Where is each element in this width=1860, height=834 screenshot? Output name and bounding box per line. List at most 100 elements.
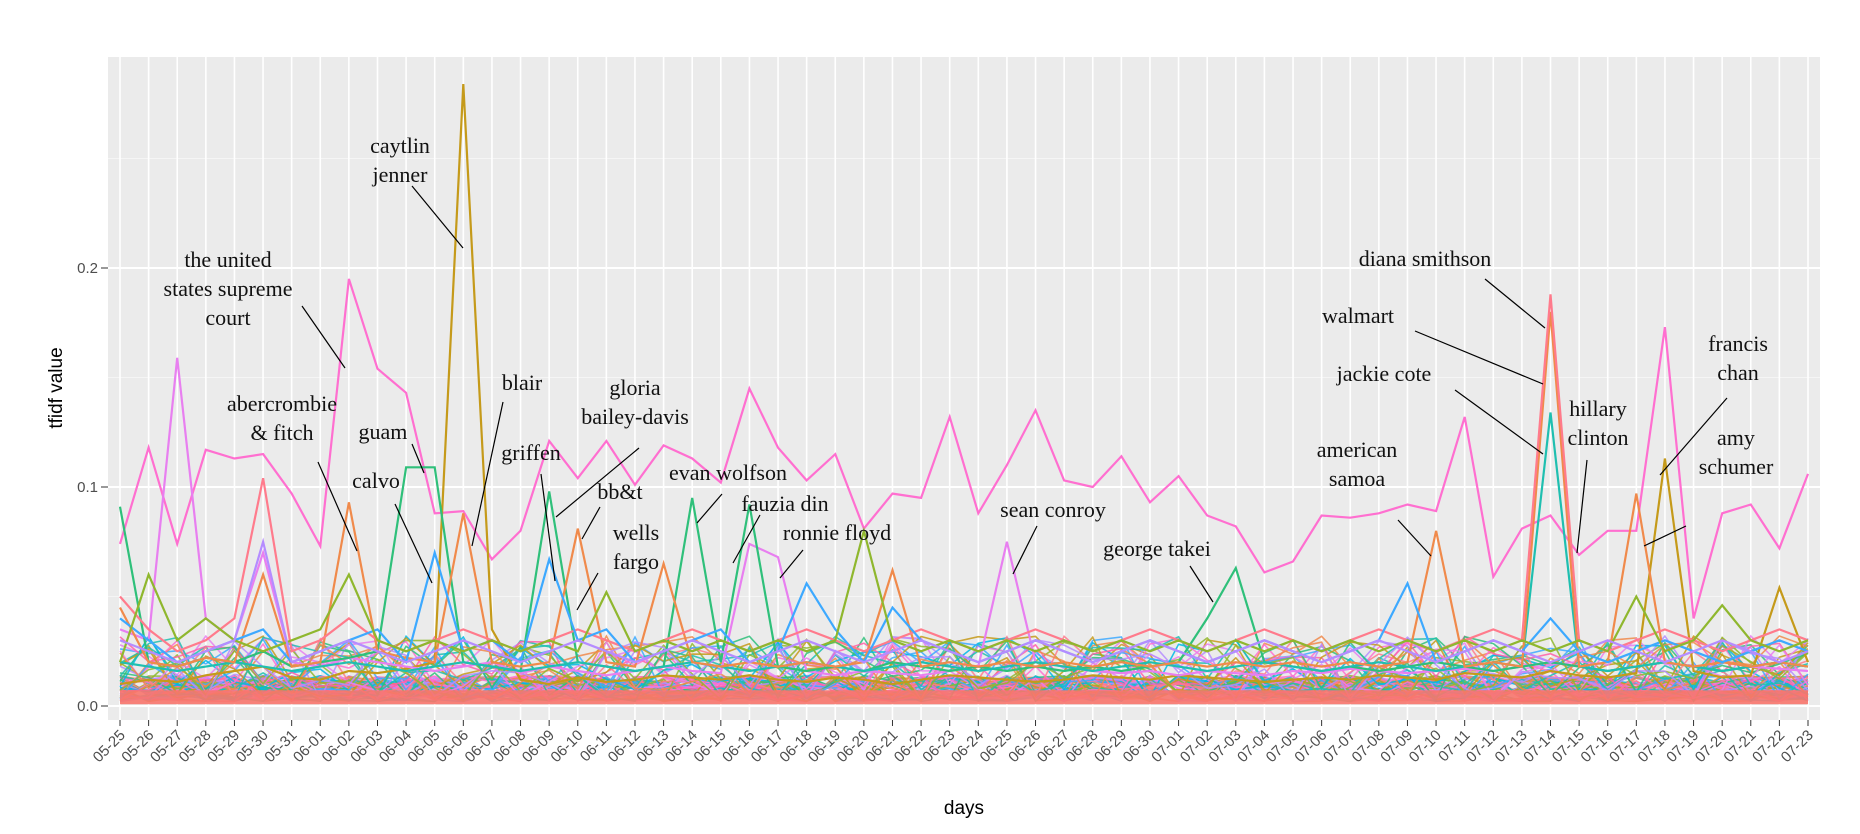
annotation-label: jackie cote — [1336, 361, 1432, 386]
annotation-leader — [301, 305, 346, 369]
annotation-line: wells — [613, 520, 659, 545]
series-line-4 — [119, 412, 1809, 673]
annotation-label: abercrombie & fitch — [227, 391, 337, 445]
annotation-line: fargo — [613, 549, 659, 574]
x-tick-label: 05-29 — [204, 727, 243, 766]
annotation-label: caytlin jenner — [370, 133, 430, 187]
annotation-leader — [411, 185, 464, 249]
annotation-label: evan wolfson — [669, 460, 787, 485]
annotation-label: gloria bailey-davis — [581, 375, 689, 429]
x-tick-label: 06-10 — [547, 727, 586, 766]
x-tick-label: 06-30 — [1120, 727, 1159, 766]
x-tick-label: 06-01 — [290, 727, 329, 766]
x-tick-label: 06-27 — [1034, 727, 1073, 766]
x-tick-label: 06-03 — [347, 727, 386, 766]
x-tick-label: 06-25 — [977, 727, 1016, 766]
annotation-line: caytlin — [370, 133, 430, 158]
annotation-label: amy schumer — [1699, 425, 1774, 479]
x-tick-label: 06-21 — [862, 727, 901, 766]
annotation-label: fauzia din — [741, 491, 828, 516]
x-tick-label: 07-19 — [1663, 727, 1702, 766]
x-tick-label: 07-13 — [1492, 727, 1531, 766]
annotation-line: evan wolfson — [669, 460, 787, 485]
annotation-leader — [581, 506, 601, 540]
annotation-line: abercrombie — [227, 391, 337, 416]
annotation-leader — [1189, 565, 1214, 603]
annotation-line: schumer — [1699, 454, 1774, 479]
x-tick-label: 05-26 — [118, 727, 157, 766]
annotation-leader — [1659, 397, 1728, 476]
annotation-line: clinton — [1567, 425, 1628, 450]
annotation-leader — [1397, 519, 1432, 557]
annotation-line: amy — [1717, 425, 1755, 450]
annotation-leader — [540, 473, 556, 582]
x-tick-label: 06-20 — [834, 727, 873, 766]
x-tick-label: 06-06 — [433, 727, 472, 766]
annotation-label: griffen — [501, 440, 560, 465]
x-tick-label: 07-14 — [1520, 727, 1559, 766]
annotation-label: walmart — [1322, 303, 1394, 328]
annotation-leader — [696, 493, 723, 524]
annotation-line: american — [1317, 437, 1398, 462]
annotation-leader — [576, 572, 599, 611]
x-tick-label: 07-15 — [1549, 727, 1588, 766]
x-tick-label: 07-05 — [1263, 727, 1302, 766]
noise-series-line — [119, 636, 1809, 703]
annotation-label: american samoa — [1317, 437, 1398, 491]
x-tick-label: 06-02 — [319, 727, 358, 766]
annotation-line: hillary — [1569, 396, 1626, 421]
series-line-0 — [118, 278, 1810, 619]
x-tick-label: 07-23 — [1778, 727, 1817, 766]
y-tick-label: 0.1 — [77, 479, 98, 496]
x-tick-label: 06-14 — [662, 727, 701, 766]
x-tick-label: 07-06 — [1291, 727, 1330, 766]
annotation-leader — [779, 549, 804, 579]
plot-panel — [108, 57, 1820, 720]
annotation-leader — [1643, 525, 1687, 547]
x-axis-title: days — [944, 798, 984, 819]
x-tick-label: 07-12 — [1463, 727, 1502, 766]
annotation-line: states supreme — [164, 276, 293, 301]
annotation-leader — [394, 503, 433, 584]
annotation-line: george takei — [1103, 536, 1211, 561]
x-tick-label: 07-18 — [1635, 727, 1674, 766]
x-tick-label: 07-17 — [1606, 727, 1645, 766]
x-tick-labels: 05-2505-2605-2705-2805-2905-3005-3106-01… — [90, 720, 1817, 766]
annotation-label: blair — [502, 370, 543, 395]
x-tick-label: 06-29 — [1091, 727, 1130, 766]
annotation-label: wells fargo — [613, 520, 659, 574]
annotation-line: & fitch — [251, 420, 314, 445]
x-tick-label: 06-12 — [605, 727, 644, 766]
x-tick-label: 06-05 — [404, 727, 443, 766]
x-tick-label: 06-16 — [719, 727, 758, 766]
noise-series-line — [119, 635, 1809, 702]
y-axis-title: tfidf value — [46, 347, 67, 428]
annotation-leader — [1012, 525, 1038, 575]
annotation-leader — [555, 447, 640, 518]
x-tick-label: 07-03 — [1205, 727, 1244, 766]
annotation-label: ronnie floyd — [783, 520, 891, 545]
annotation-line: diana smithson — [1359, 246, 1492, 271]
annotation-label: hillary clinton — [1567, 396, 1628, 450]
annotation-line: samoa — [1329, 466, 1385, 491]
x-tick-label: 06-09 — [519, 727, 558, 766]
noise-series-line — [119, 634, 1809, 702]
annotation-label: francis chan — [1708, 331, 1768, 385]
series-line-8 — [118, 526, 1809, 663]
x-tick-label: 06-17 — [748, 727, 787, 766]
annotation-leader — [1454, 389, 1544, 455]
annotation-line: ronnie floyd — [783, 520, 891, 545]
annotation-line: fauzia din — [741, 491, 828, 516]
y-tick-labels: 0.0 0.1 0.2 — [77, 260, 108, 715]
x-tick-label: 06-08 — [490, 727, 529, 766]
annotation-leader — [317, 461, 358, 552]
annotation-leader — [732, 514, 761, 564]
annotation-leader — [1576, 459, 1588, 554]
annotation-line: chan — [1717, 360, 1759, 385]
annotation-line: guam — [359, 419, 408, 444]
x-tick-label: 06-07 — [462, 727, 501, 766]
annotation-line: jackie cote — [1336, 361, 1432, 386]
x-tick-label: 07-07 — [1320, 727, 1359, 766]
x-tick-label: 07-02 — [1177, 727, 1216, 766]
